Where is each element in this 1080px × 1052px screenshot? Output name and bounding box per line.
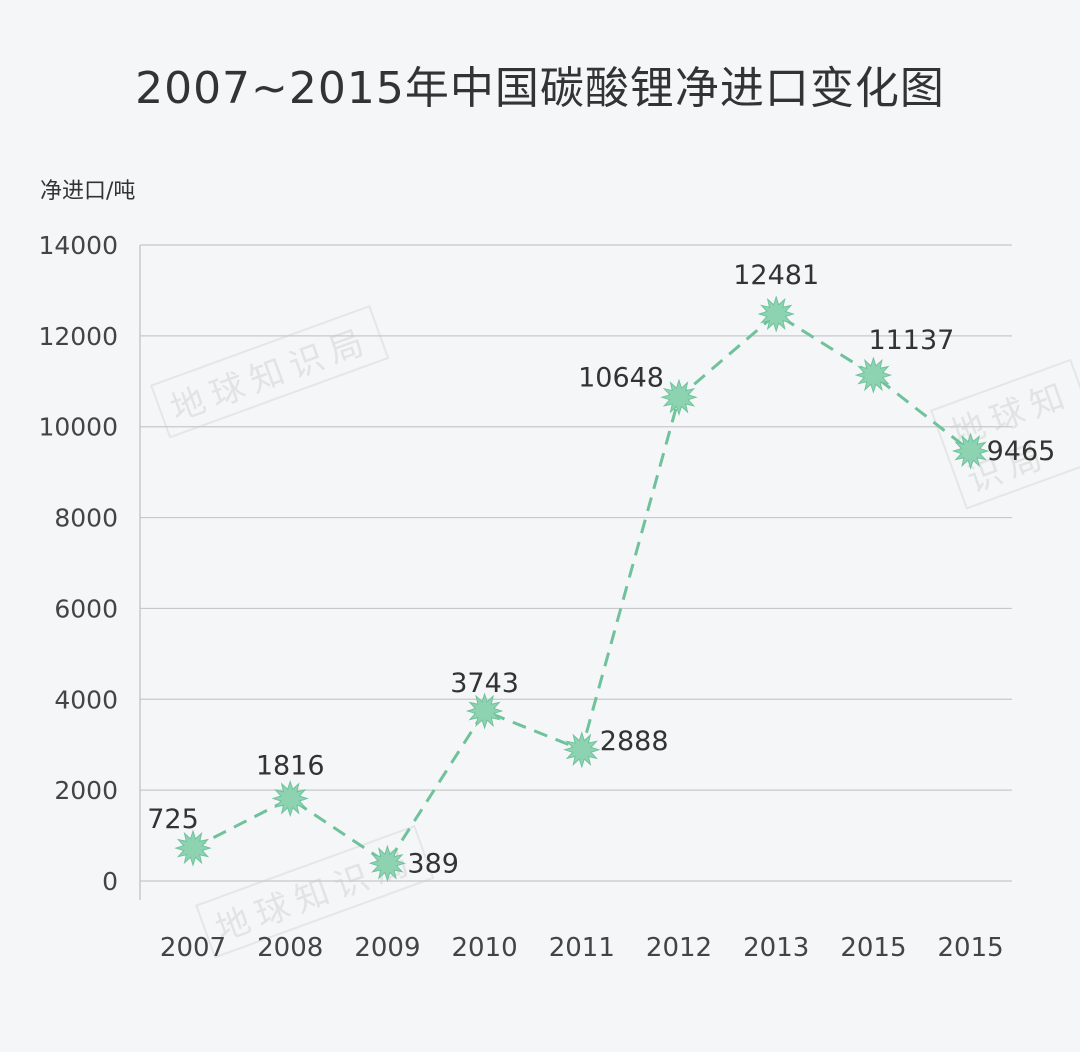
y-tick-label: 2000: [54, 776, 118, 805]
y-axis-label: 净进口/吨: [40, 179, 135, 204]
data-label: 10648: [578, 362, 664, 393]
x-tick-label: 2015: [938, 933, 1004, 963]
x-tick-label: 2010: [452, 933, 518, 963]
data-label: 389: [407, 848, 459, 879]
data-point-marker: [856, 358, 890, 392]
data-point-marker: [565, 733, 599, 767]
data-label: 1816: [256, 751, 325, 782]
x-tick-label: 2008: [257, 933, 323, 963]
y-tick-label: 0: [102, 867, 118, 896]
data-label: 9465: [987, 436, 1056, 467]
y-tick-label: 8000: [54, 504, 118, 533]
data-point-marker: [370, 846, 404, 880]
x-tick-label: 2013: [743, 933, 809, 963]
data-point-marker: [273, 782, 307, 816]
x-tick-label: 2007: [160, 933, 226, 963]
y-tick-label: 12000: [38, 322, 118, 351]
y-tick-label: 6000: [54, 594, 118, 623]
y-tick-label: 10000: [38, 413, 118, 442]
data-point-marker: [662, 380, 696, 414]
data-label: 3743: [450, 668, 519, 699]
data-label: 2888: [600, 726, 669, 757]
x-tick-label: 2009: [354, 933, 420, 963]
data-point-marker: [759, 297, 793, 331]
x-tick-label: 2012: [646, 933, 712, 963]
data-point-marker: [954, 434, 988, 468]
x-tick-label: 2015: [840, 933, 906, 963]
y-tick-label: 14000: [38, 231, 118, 260]
data-label: 12481: [733, 260, 819, 291]
x-tick-label: 2011: [549, 933, 615, 963]
y-tick-label: 4000: [54, 685, 118, 714]
data-point-marker: [176, 831, 210, 865]
data-label: 11137: [868, 325, 954, 356]
data-label: 725: [147, 804, 199, 835]
